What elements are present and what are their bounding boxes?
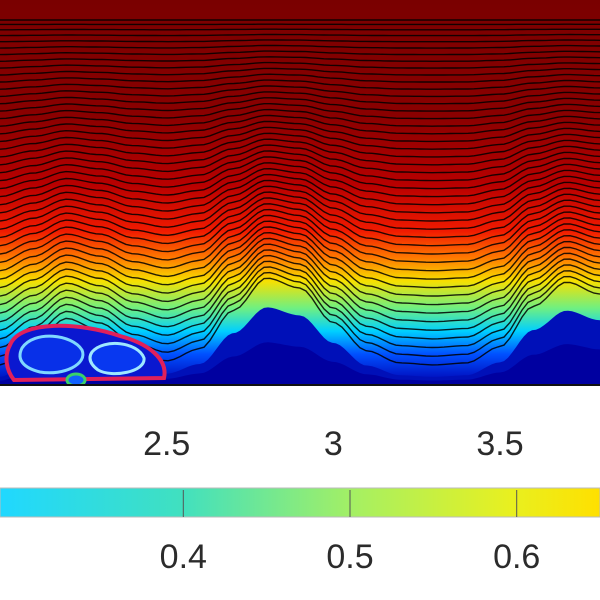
streamline bbox=[0, 220, 600, 280]
bed-region bbox=[0, 307, 600, 385]
streamline bbox=[0, 33, 600, 37]
vortex-left bbox=[18, 334, 85, 375]
streamline bbox=[0, 114, 600, 135]
colorbar-tick-label: 0.5 bbox=[326, 538, 373, 576]
streamline bbox=[0, 179, 600, 222]
colorbar-tick-label: 0.6 bbox=[493, 538, 540, 576]
streamline bbox=[0, 167, 600, 206]
bed-core bbox=[0, 342, 600, 385]
streamline bbox=[0, 226, 600, 289]
streamline bbox=[0, 120, 600, 143]
streamline bbox=[0, 185, 600, 230]
x-axis-ticks: 2.5 3 3.5 bbox=[143, 425, 524, 463]
streamline bbox=[0, 44, 600, 49]
streamline bbox=[0, 156, 600, 190]
streamline bbox=[0, 197, 600, 247]
colorbar-ticks: 0.4 0.5 0.6 bbox=[160, 490, 540, 576]
colorbar: 0.4 0.5 0.6 bbox=[0, 487, 600, 576]
streamline bbox=[0, 61, 600, 69]
streamline bbox=[0, 260, 600, 340]
streamline bbox=[0, 28, 600, 31]
streamline bbox=[0, 173, 600, 214]
vortex-right bbox=[88, 341, 146, 376]
streamline bbox=[0, 50, 600, 56]
streamline bbox=[0, 271, 600, 357]
streamline bbox=[0, 132, 600, 158]
colorbar-gradient bbox=[0, 487, 600, 518]
streamline bbox=[0, 85, 600, 98]
streamline bbox=[0, 79, 600, 90]
streamline bbox=[0, 254, 600, 331]
x-tick-label: 3 bbox=[324, 425, 343, 463]
streamline bbox=[0, 108, 600, 127]
streamline bbox=[0, 67, 600, 76]
streamline bbox=[0, 126, 600, 150]
streamline bbox=[0, 214, 600, 272]
recirculation-zone bbox=[4, 323, 167, 385]
streamline bbox=[0, 231, 600, 297]
streamline bbox=[0, 144, 600, 174]
streamline bbox=[0, 266, 600, 349]
streamline bbox=[0, 39, 600, 43]
streamline bbox=[0, 73, 600, 83]
streamline bbox=[0, 249, 600, 323]
streamline bbox=[0, 203, 600, 255]
streamline bbox=[0, 243, 600, 314]
streamline bbox=[0, 103, 600, 120]
streamline bbox=[0, 150, 600, 182]
streamline bbox=[0, 138, 600, 166]
x-tick-label: 2.5 bbox=[143, 425, 190, 463]
streamline bbox=[0, 91, 600, 105]
streamline bbox=[0, 191, 600, 239]
colorbar-tick-label: 0.4 bbox=[160, 538, 207, 576]
streamline bbox=[0, 208, 600, 263]
streamline bbox=[0, 97, 600, 112]
streamlines bbox=[0, 19, 600, 366]
x-tick-label: 3.5 bbox=[476, 425, 523, 463]
streamline bbox=[0, 162, 600, 198]
plot-area bbox=[0, 0, 600, 385]
vortex-small bbox=[65, 372, 87, 385]
streamline bbox=[0, 56, 600, 62]
streamline bbox=[0, 237, 600, 306]
